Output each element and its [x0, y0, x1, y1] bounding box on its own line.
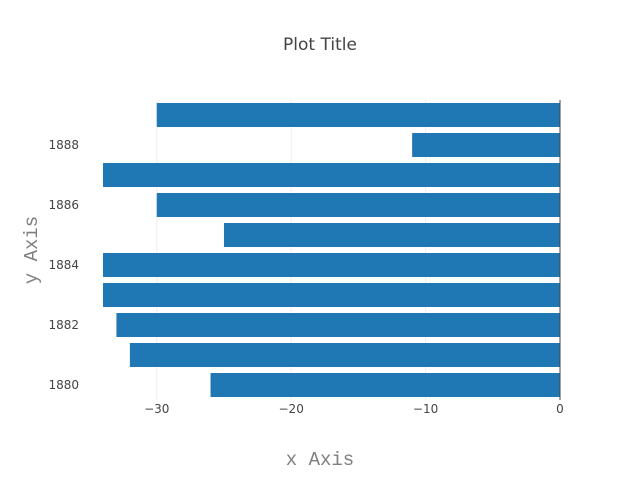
x-axis-title: x Axis: [286, 449, 354, 471]
bar[interactable]: [223, 223, 560, 247]
y-tick-labels: 1880 1882 1884 1886 1888: [48, 138, 79, 392]
bar[interactable]: [103, 163, 560, 187]
x-tick-label: −20: [279, 402, 304, 416]
bars-layer: [103, 100, 561, 400]
x-tick-label: −10: [413, 402, 438, 416]
bar[interactable]: [210, 373, 560, 397]
bar[interactable]: [156, 103, 560, 127]
y-tick-label: 1882: [48, 318, 79, 332]
chart-title: Plot Title: [283, 35, 357, 55]
bar[interactable]: [103, 283, 560, 307]
y-tick-label: 1886: [48, 198, 79, 212]
y-axis-title: y Axis: [21, 216, 43, 284]
bar[interactable]: [412, 133, 560, 157]
x-tick-labels: −30 −20 −10 0: [144, 402, 564, 416]
x-tick-label: −30: [144, 402, 169, 416]
x-tick-label: 0: [556, 402, 564, 416]
bar[interactable]: [103, 253, 560, 277]
bar[interactable]: [116, 313, 561, 337]
bar[interactable]: [129, 343, 560, 367]
y-tick-label: 1888: [48, 138, 79, 152]
y-tick-label: 1884: [48, 258, 79, 272]
y-tick-label: 1880: [48, 378, 79, 392]
bar[interactable]: [156, 193, 560, 217]
